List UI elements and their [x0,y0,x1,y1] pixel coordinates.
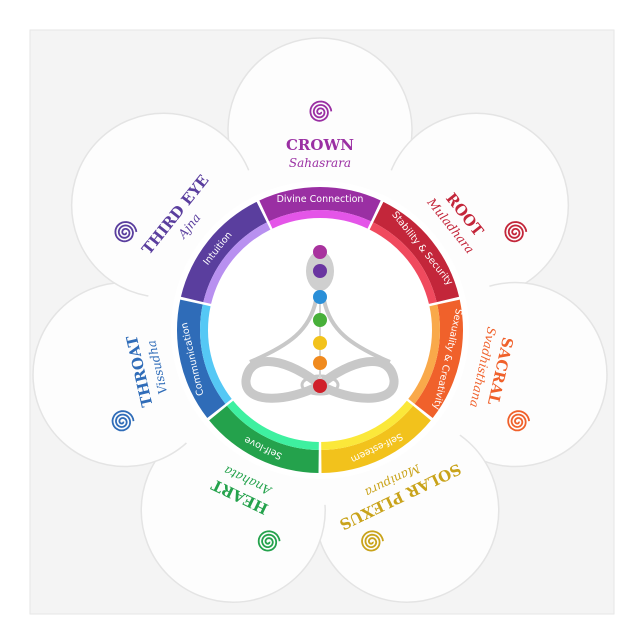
chakra-name: CROWN [286,136,354,154]
ring-segment-crown: Divine Connection [259,186,381,229]
chakra-dot [313,290,327,304]
chakra-sanskrit-name: Sahasrara [289,156,351,170]
spiral-icon [114,221,138,243]
ring-segment-solar-plexus: Self-esteem [321,400,431,473]
spiral-icon [257,530,281,552]
figure-body [249,299,391,364]
chakra-label-crown: CROWN Sahasrara [286,136,354,170]
spiral-icon [504,221,528,243]
ring-segment-heart: Self-love [209,400,319,473]
spiral-icon [361,530,384,552]
chakra-dot [313,379,327,393]
chakra-dot [313,356,327,370]
spiral-icon [111,410,135,432]
chakra-dot [313,336,327,350]
chakra-quality: Divine Connection [277,194,364,205]
chakra-dot [313,313,327,327]
meditating-figure [241,245,399,403]
chakra-dot [313,245,327,259]
chakra-dot [313,264,327,278]
spiral-icon [507,410,530,432]
spiral-icon [309,100,333,122]
